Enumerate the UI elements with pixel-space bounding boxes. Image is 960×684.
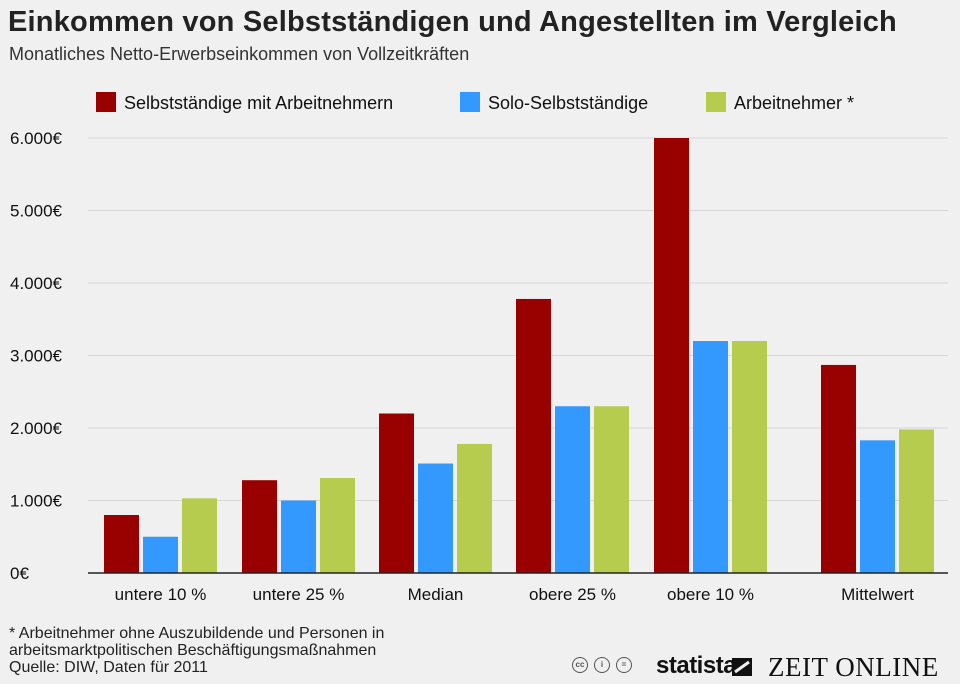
y-tick-label: 5.000€: [10, 202, 63, 221]
bar: [654, 138, 689, 573]
nd-icon[interactable]: =: [616, 657, 632, 673]
y-tick-label: 3.000€: [10, 347, 63, 366]
y-tick-label: 0€: [10, 564, 29, 583]
source-note: Quelle: DIW, Daten für 2011: [9, 659, 208, 676]
legend-label: Solo-Selbstständige: [488, 93, 648, 113]
bar: [821, 364, 856, 573]
bar: [143, 536, 178, 573]
x-tick-label: obere 25 %: [529, 585, 616, 604]
x-tick-label: Mittelwert: [841, 585, 914, 604]
bar: [732, 341, 767, 573]
legend-label: Selbstständige mit Arbeitnehmern: [124, 93, 393, 113]
by-icon[interactable]: i: [594, 657, 610, 673]
statista-mark-icon: [732, 658, 752, 676]
chart-subtitle: Monatliches Netto-Erwerbseinkommen von V…: [9, 44, 470, 64]
y-tick-label: 1.000€: [10, 492, 63, 511]
y-tick-label: 6.000€: [10, 129, 63, 148]
bar: [379, 413, 414, 573]
footnote-line-2: arbeitsmarktpolitischen Beschäftigungsma…: [9, 642, 377, 659]
bar: [418, 463, 453, 573]
footnote-line-1: * Arbeitnehmer ohne Auszubildende und Pe…: [9, 625, 385, 642]
bar: [693, 341, 728, 573]
y-axis: 0€ 1.000€ 2.000€ 3.000€ 4.000€ 5.000€ 6.000€: [10, 129, 63, 583]
y-tick-label: 2.000€: [10, 419, 63, 438]
x-tick-label: Median: [408, 585, 464, 604]
bar: [594, 406, 629, 573]
bar: [555, 406, 590, 573]
bar: [457, 443, 492, 573]
bar: [281, 500, 316, 573]
legend-swatch: [96, 92, 116, 112]
footnote: * Arbeitnehmer ohne Auszubildende und Pe…: [9, 625, 529, 676]
bars: [104, 138, 934, 573]
bar: [899, 429, 934, 573]
zeit-online-logo[interactable]: ZEIT ONLINE: [768, 652, 939, 682]
statista-logo[interactable]: statista: [656, 652, 737, 679]
bar: [242, 480, 277, 573]
legend-label: Arbeitnehmer *: [734, 93, 854, 113]
y-tick-label: 4.000€: [10, 274, 63, 293]
x-tick-label: obere 10 %: [667, 585, 754, 604]
legend-swatch: [460, 92, 480, 112]
bar: [516, 298, 551, 573]
legend: Selbstständige mit Arbeitnehmern Solo-Sel…: [96, 92, 854, 113]
bar: [860, 440, 895, 573]
x-axis: untere 10 % untere 25 % Median obere 25 % ob…: [88, 572, 948, 604]
bar: [104, 515, 139, 573]
bar: [182, 498, 217, 573]
legend-swatch: [706, 92, 726, 112]
chart-title: Einkommen von Selbstständigen und Angest…: [8, 6, 897, 38]
x-tick-label: untere 10 %: [115, 585, 207, 604]
brand-area: cc i = statista ZEIT ONLINE: [572, 652, 956, 682]
bar: [320, 478, 355, 573]
cc-icon[interactable]: cc: [572, 657, 588, 673]
x-tick-label: untere 25 %: [253, 585, 345, 604]
